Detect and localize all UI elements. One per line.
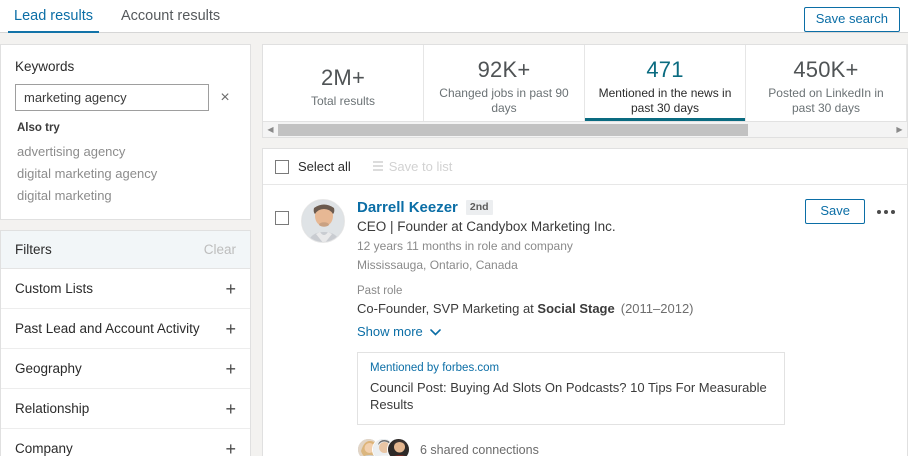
results-tabs: Lead results Account results <box>0 0 234 33</box>
suggestion-digital-marketing[interactable]: digital marketing <box>17 188 112 203</box>
show-more-label: Show more <box>357 324 423 339</box>
stat-value-changed-jobs: 92K+ <box>477 57 531 82</box>
results-column: 2M+ Total results 92K+ Changed jobs in p… <box>262 44 908 456</box>
stat-caption-posted-on-linkedin: Posted on LinkedIn in past 30 days <box>768 86 884 115</box>
lead-name-link[interactable]: Darrell Keezer <box>357 199 458 216</box>
suggestion-advertising-agency[interactable]: advertising agency <box>17 144 126 159</box>
filter-row-custom-lists[interactable]: Custom Lists + <box>1 269 250 309</box>
tab-lead-results[interactable]: Lead results <box>0 0 107 33</box>
news-mention-card[interactable]: Mentioned by forbes.com Council Post: Bu… <box>357 352 785 425</box>
filter-label-past-lead-and-account-activity: Past Lead and Account Activity <box>15 321 200 336</box>
top-tab-bar: Lead results Account results Save search <box>0 0 908 33</box>
shared-connections-row[interactable]: 6 shared connections <box>357 438 895 456</box>
plus-icon[interactable]: + <box>225 398 236 419</box>
lead-location: Mississauga, Ontario, Canada <box>357 258 518 272</box>
avatar <box>387 438 410 456</box>
filters-title: Filters <box>15 242 52 257</box>
save-lead-label: Save <box>820 203 850 218</box>
select-all-label: Select all <box>298 159 351 174</box>
stat-caption-mentioned-in-news: Mentioned in the news in past 30 days <box>598 86 732 115</box>
stats-row: 2M+ Total results 92K+ Changed jobs in p… <box>263 45 907 121</box>
save-search-button[interactable]: Save search <box>803 7 900 32</box>
filter-row-past-lead-and-account-activity[interactable]: Past Lead and Account Activity + <box>1 309 250 349</box>
keywords-input-row: × <box>15 84 236 111</box>
lead-select-checkbox[interactable] <box>275 211 289 225</box>
filter-label-company: Company <box>15 441 73 456</box>
filter-label-custom-lists: Custom Lists <box>15 281 94 296</box>
filters-clear-button[interactable]: Clear <box>203 242 236 257</box>
also-try-label: Also try <box>17 122 60 134</box>
save-lead-button[interactable]: Save <box>805 199 865 224</box>
filter-label-geography: Geography <box>15 361 82 376</box>
keywords-input[interactable] <box>15 84 209 111</box>
past-role-years: (2011–2012) <box>620 301 694 316</box>
stat-card-changed-jobs[interactable]: 92K+ Changed jobs in past 90 days <box>424 45 585 121</box>
lead-actions: Save <box>805 199 895 224</box>
stat-value-total-results: 2M+ <box>320 64 365 90</box>
stat-card-posted-on-linkedin[interactable]: 450K+ Posted on LinkedIn in past 30 days <box>746 45 907 121</box>
tab-lead-results-label: Lead results <box>14 8 93 24</box>
filters-panel: Filters Clear Custom Lists + Past Lead a… <box>0 230 251 456</box>
stat-value-mentioned-in-news: 471 <box>646 57 684 82</box>
lead-checkbox-wrap <box>275 199 289 456</box>
stat-card-mentioned-in-news[interactable]: 471 Mentioned in the news in past 30 day… <box>585 45 746 121</box>
save-to-list-label: Save to list <box>388 159 453 174</box>
lead-name-row: Darrell Keezer 2nd <box>357 199 895 216</box>
scroll-left-arrow-icon[interactable]: ◀ <box>267 124 274 134</box>
filter-row-company[interactable]: Company + <box>1 429 250 456</box>
scroll-right-arrow-icon[interactable]: ▶ <box>896 124 903 134</box>
plus-icon[interactable]: + <box>225 438 236 456</box>
stat-caption-changed-jobs: Changed jobs in past 90 days <box>439 86 569 115</box>
save-to-list-button[interactable]: Save to list <box>372 159 453 174</box>
save-search-label: Save search <box>815 11 888 26</box>
results-toolbar: Select all Save to list <box>263 149 907 184</box>
scrollbar-track[interactable] <box>278 123 892 136</box>
lead-details: Darrell Keezer 2nd CEO | Founder at Cand… <box>357 199 895 456</box>
filter-row-relationship[interactable]: Relationship + <box>1 389 250 429</box>
scrollbar-thumb[interactable] <box>278 124 748 136</box>
select-all-checkbox[interactable] <box>275 159 289 174</box>
list-icon <box>372 160 383 173</box>
past-role-title: Co-Founder, SVP Marketing at <box>357 301 538 316</box>
keywords-label: Keywords <box>15 59 75 74</box>
tab-account-results-label: Account results <box>121 8 221 24</box>
overflow-menu-icon[interactable] <box>877 209 895 214</box>
stat-card-total-results[interactable]: 2M+ Total results <box>263 45 424 121</box>
suggestion-digital-marketing-agency[interactable]: digital marketing agency <box>17 166 158 181</box>
lead-tenure: 12 years 11 months in role and company <box>357 239 573 253</box>
clear-keywords-icon[interactable]: × <box>220 88 230 106</box>
stat-value-posted-on-linkedin: 450K+ <box>793 57 859 82</box>
stats-horizontal-scrollbar[interactable]: ◀ ▶ <box>263 121 907 137</box>
filter-label-relationship: Relationship <box>15 401 90 416</box>
news-source-link[interactable]: Mentioned by forbes.com <box>370 362 500 374</box>
toolbar-divider <box>263 184 907 185</box>
keywords-panel: Keywords × Also try advertising agency d… <box>0 44 251 220</box>
plus-icon[interactable]: + <box>225 278 236 299</box>
stat-caption-total-results: Total results <box>310 93 376 108</box>
lead-headline: CEO | Founder at Candybox Marketing Inc. <box>357 219 616 234</box>
past-role-company: Social Stage <box>537 301 615 316</box>
plus-icon[interactable]: + <box>225 358 236 379</box>
shared-connections-label[interactable]: 6 shared connections <box>420 442 539 456</box>
lead-result-card: Darrell Keezer 2nd CEO | Founder at Cand… <box>263 185 907 456</box>
insights-stats-bar: 2M+ Total results 92K+ Changed jobs in p… <box>262 44 908 138</box>
plus-icon[interactable]: + <box>225 318 236 339</box>
tab-account-results[interactable]: Account results <box>107 0 234 33</box>
news-article-title: Council Post: Buying Ad Slots On Podcast… <box>370 380 767 412</box>
results-list-panel: Select all Save to list <box>262 148 908 456</box>
filters-header: Filters Clear <box>1 231 250 269</box>
connection-degree-badge: 2nd <box>465 200 493 215</box>
avatar[interactable] <box>301 199 345 243</box>
chevron-down-icon <box>430 328 442 339</box>
filter-row-geography[interactable]: Geography + <box>1 349 250 389</box>
facepile <box>357 438 410 456</box>
past-role-label: Past role <box>357 285 403 297</box>
filters-sidebar: Keywords × Also try advertising agency d… <box>0 44 251 456</box>
past-role-value: Co-Founder, SVP Marketing at Social Stag… <box>357 301 895 316</box>
show-more-button[interactable]: Show more <box>357 324 442 339</box>
